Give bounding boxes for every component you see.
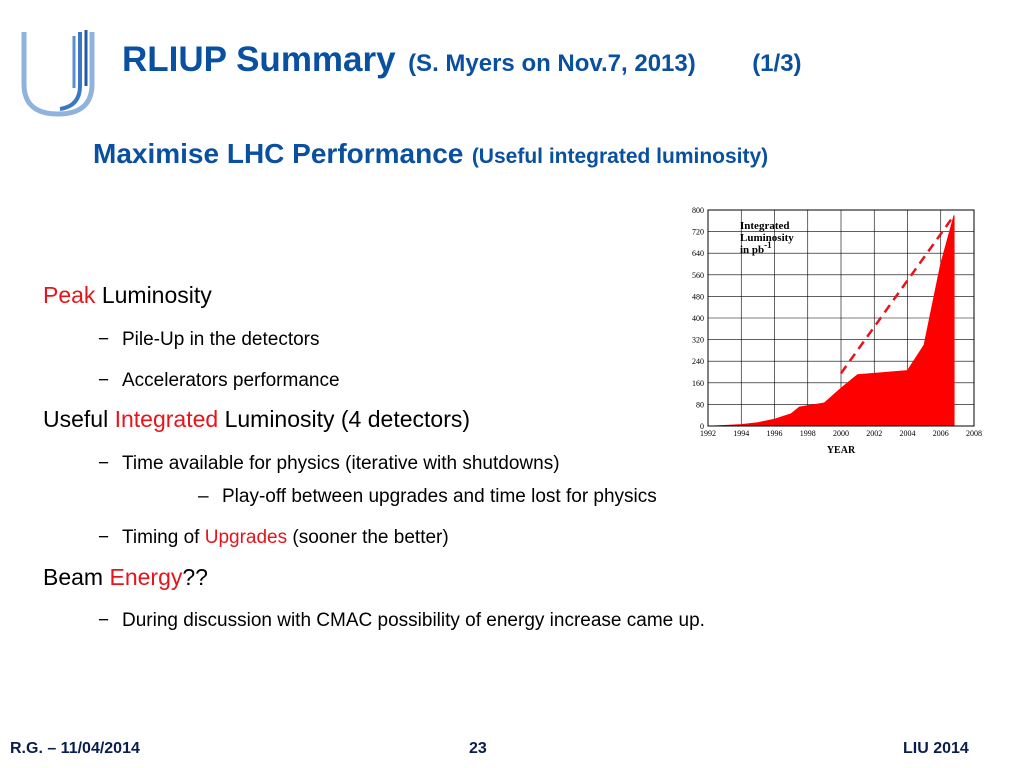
beam-highlight: Energy <box>109 564 183 590</box>
title-page-indicator: (1/3) <box>752 50 802 77</box>
useful-pre: Useful <box>43 406 115 432</box>
playoff-text: Play-off between upgrades and time lost … <box>222 486 657 507</box>
chart-x-tick-label: 2004 <box>900 429 916 438</box>
bullet-en-dash: – <box>198 486 209 507</box>
chart-y-tick-label: 0 <box>700 422 704 431</box>
chart-x-tick-label: 2006 <box>933 429 949 438</box>
footer-event: LIU 2014 <box>903 740 969 757</box>
footer-page-number: 23 <box>469 740 487 757</box>
chart-frame <box>707 209 975 427</box>
chart-y-tick-label: 480 <box>692 292 704 301</box>
bullet-dash: − <box>98 329 110 350</box>
chart-x-tick-label: 1994 <box>733 429 749 438</box>
bullet-peak-luminosity: Peak Luminosity <box>43 282 212 309</box>
timing-pre: Timing of <box>122 527 205 548</box>
useful-rest: Luminosity (4 detectors) <box>218 406 471 432</box>
bullet-dash: − <box>98 527 110 548</box>
bullet-time-available: − Time available for physics (iterative w… <box>98 453 560 475</box>
chart-y-tick-label: 560 <box>692 271 704 280</box>
chart-y-tick-label: 80 <box>696 400 704 409</box>
bullet-accelerators: − Accelerators performance <box>98 370 340 392</box>
chart-annotation-line: Integrated <box>740 220 790 232</box>
useful-highlight: Integrated <box>114 406 219 432</box>
title-main: RLIUP Summary <box>122 40 396 79</box>
bullet-cmac: − During discussion with CMAC possibility… <box>98 610 705 632</box>
university-logo <box>21 30 95 117</box>
time-text: Time available for physics (iterative wi… <box>122 453 560 474</box>
luminosity-chart: 0 80 160 240 320 400 480 560 640 720 800 1992 1994 19… <box>672 200 992 465</box>
chart-y-tick-label: 320 <box>692 336 704 345</box>
bullet-dash: − <box>98 453 110 474</box>
chart-y-tick-label: 240 <box>692 357 704 366</box>
luminosity-chart-svg: 0 80 160 240 320 400 480 560 640 720 800 1992 1994 19… <box>692 206 982 456</box>
cmac-text: During discussion with CMAC possibility … <box>122 610 705 631</box>
pileup-text: Pile-Up in the detectors <box>122 329 320 350</box>
peak-highlight: Peak <box>43 282 96 308</box>
chart-x-tick-label: 1998 <box>800 429 816 438</box>
subtitle-detail: (Useful integrated luminosity) <box>471 145 769 168</box>
chart-trend-line <box>839 214 956 375</box>
chart-annotation-line: in pb-1 <box>740 240 772 256</box>
title-author-date: (S. Myers on Nov.7, 2013) <box>408 50 696 77</box>
timing-highlight: Upgrades <box>204 527 288 548</box>
beam-rest: ?? <box>182 564 208 590</box>
timing-rest: (sooner the better) <box>287 527 449 548</box>
chart-y-tick-label: 640 <box>692 249 704 258</box>
bullet-dash: − <box>98 610 110 631</box>
chart-x-tick-label: 1996 <box>767 429 783 438</box>
bullet-pileup: − Pile-Up in the detectors <box>98 329 320 351</box>
chart-y-tick-label: 800 <box>692 206 704 215</box>
beam-pre: Beam <box>43 564 110 590</box>
chart-area-series <box>712 215 955 427</box>
bullet-dash: − <box>98 370 110 391</box>
chart-y-tick-label: 400 <box>692 314 704 323</box>
chart-x-tick-label: 2000 <box>833 429 849 438</box>
bullet-beam-energy: Beam Energy?? <box>43 564 208 591</box>
footer-author-date: R.G. – 11/04/2014 <box>10 740 140 757</box>
bullet-timing-upgrades: − Timing of Upgrades (sooner the better) <box>98 527 449 549</box>
accel-text: Accelerators performance <box>122 370 340 391</box>
slide-subtitle: Maximise LHC Performance (Useful integra… <box>93 138 768 170</box>
peak-rest: Luminosity <box>95 282 212 308</box>
bullet-playoff: – Play-off between upgrades and time lost… <box>198 486 657 508</box>
chart-x-tick-label: 1992 <box>700 429 716 438</box>
chart-y-tick-label: 160 <box>692 379 704 388</box>
chart-x-tick-label: 2008 <box>966 429 982 438</box>
chart-x-tick-label: 2002 <box>866 429 882 438</box>
chart-x-axis-label: YEAR <box>827 445 856 456</box>
slide-title: RLIUP Summary (S. Myers on Nov.7, 2013) … <box>122 40 802 80</box>
bullet-useful-luminosity: Useful Integrated Luminosity (4 detector… <box>43 406 470 433</box>
chart-annotation-line: Luminosity <box>740 232 794 244</box>
subtitle-main: Maximise LHC Performance <box>93 138 464 169</box>
chart-y-tick-label: 720 <box>692 228 704 237</box>
